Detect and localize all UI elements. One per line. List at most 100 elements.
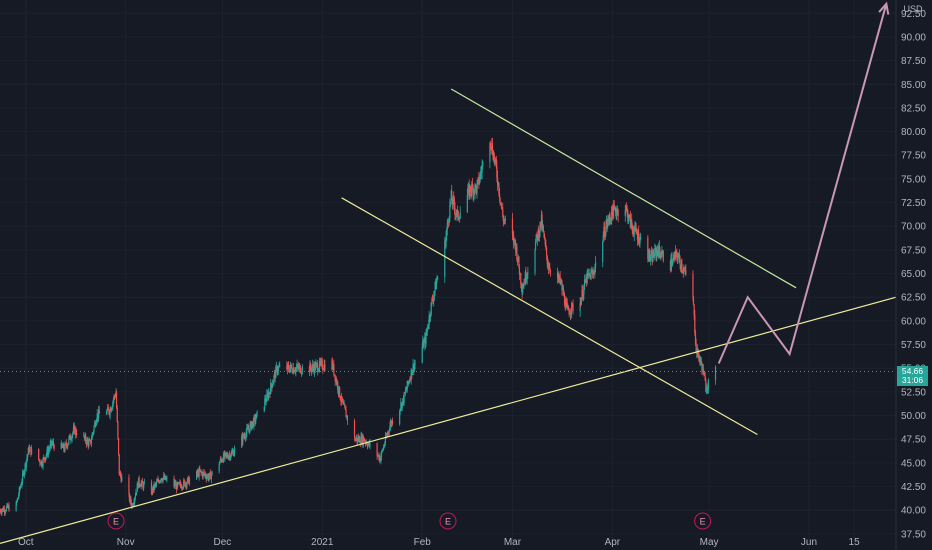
candle-body xyxy=(297,364,299,367)
candle-body xyxy=(678,254,680,258)
drawings[interactable] xyxy=(0,1,897,544)
candle-body xyxy=(154,484,156,490)
candle-body xyxy=(518,267,521,275)
candle-body xyxy=(449,204,451,219)
candle-body xyxy=(638,231,640,244)
candle-body xyxy=(602,235,604,242)
candle-body xyxy=(382,446,385,451)
candle-body xyxy=(517,256,519,261)
support-trendline[interactable] xyxy=(0,296,897,544)
candle-body xyxy=(656,249,659,252)
candle-body xyxy=(252,421,254,425)
channel-lower-line[interactable] xyxy=(341,197,758,436)
candle-body xyxy=(613,205,615,209)
candle-body xyxy=(270,383,272,386)
earnings-marker[interactable]: E xyxy=(107,512,125,530)
candle-body xyxy=(130,502,133,507)
candle-body xyxy=(182,486,184,489)
candle-body xyxy=(499,197,501,203)
candle-body xyxy=(412,363,414,371)
candle-body xyxy=(548,267,550,269)
candle-body xyxy=(612,205,615,219)
candle-body xyxy=(662,251,664,261)
candle-body xyxy=(585,277,587,283)
earnings-marker[interactable]: E xyxy=(439,512,457,530)
candle-body xyxy=(355,439,357,441)
candle-body xyxy=(252,421,254,427)
candle-body xyxy=(494,160,496,162)
candle-body xyxy=(85,441,87,444)
time-axis[interactable]: Oct Nov Dec 2021 Feb Mar Apr May Jun 15 xyxy=(18,537,860,548)
earnings-marker[interactable]: E xyxy=(694,512,712,530)
candle-body xyxy=(47,450,49,455)
candle-body xyxy=(682,270,684,272)
candle-body xyxy=(561,281,563,291)
channel-upper-line[interactable] xyxy=(450,88,797,289)
candle-body xyxy=(71,434,73,440)
candle-body xyxy=(93,426,95,432)
candle-body xyxy=(342,401,344,403)
candle-body xyxy=(469,186,471,197)
candle-body xyxy=(406,380,408,389)
candle-body xyxy=(480,172,482,174)
candle-body xyxy=(582,294,584,299)
candle-body xyxy=(315,364,317,370)
candle-body xyxy=(70,439,73,440)
candle-body xyxy=(630,219,632,228)
candle-body xyxy=(472,186,474,196)
candle-body xyxy=(609,218,611,221)
candle-body xyxy=(560,280,562,282)
candle-body xyxy=(426,328,428,332)
candle-body xyxy=(64,443,66,452)
price-axis[interactable]: 92.50 90.00 87.50 85.00 82.50 80.00 77.50 75.00… xyxy=(901,9,926,541)
candle-body xyxy=(502,209,504,217)
candle-body xyxy=(592,272,595,274)
candle-body xyxy=(337,382,339,391)
candle-body xyxy=(316,363,318,365)
candle-body xyxy=(627,210,629,221)
candle-body xyxy=(255,418,257,422)
candle-body xyxy=(626,208,628,211)
projection-path[interactable] xyxy=(717,3,888,364)
candle-body xyxy=(47,449,49,455)
candle-body xyxy=(500,202,502,204)
candle-body xyxy=(681,263,683,271)
candle-body xyxy=(567,306,570,311)
candle-body xyxy=(562,288,564,296)
candle-body xyxy=(605,220,608,227)
candle-body xyxy=(175,484,177,487)
candle-body xyxy=(361,435,363,444)
candle-body xyxy=(222,460,224,462)
candle-body xyxy=(295,367,298,369)
candle-body xyxy=(546,255,548,264)
candle-body xyxy=(248,429,250,432)
candle-body xyxy=(309,363,311,373)
time-tick: 2021 xyxy=(311,537,334,548)
candle-body xyxy=(234,447,236,453)
candle-body xyxy=(136,483,138,492)
price-tick: 37.50 xyxy=(901,529,926,540)
candle-body xyxy=(210,472,212,480)
candle-body xyxy=(130,497,132,503)
candle-body xyxy=(323,363,325,370)
candle-body xyxy=(142,483,144,489)
candle-body xyxy=(380,456,382,462)
candle-body xyxy=(654,247,657,250)
candle-body xyxy=(593,273,595,275)
candle-body xyxy=(299,365,301,373)
candle-body xyxy=(338,386,340,393)
candle-body xyxy=(269,392,271,394)
candle-body xyxy=(431,298,434,301)
candle-body xyxy=(651,252,653,262)
candle-body xyxy=(481,165,483,173)
candle-body xyxy=(571,303,573,305)
candle-body xyxy=(384,443,386,447)
candle-body xyxy=(518,256,520,268)
candle-body xyxy=(207,475,209,480)
candle-body xyxy=(693,304,695,315)
candle-body xyxy=(202,472,205,474)
price-tick: 87.50 xyxy=(901,56,926,67)
